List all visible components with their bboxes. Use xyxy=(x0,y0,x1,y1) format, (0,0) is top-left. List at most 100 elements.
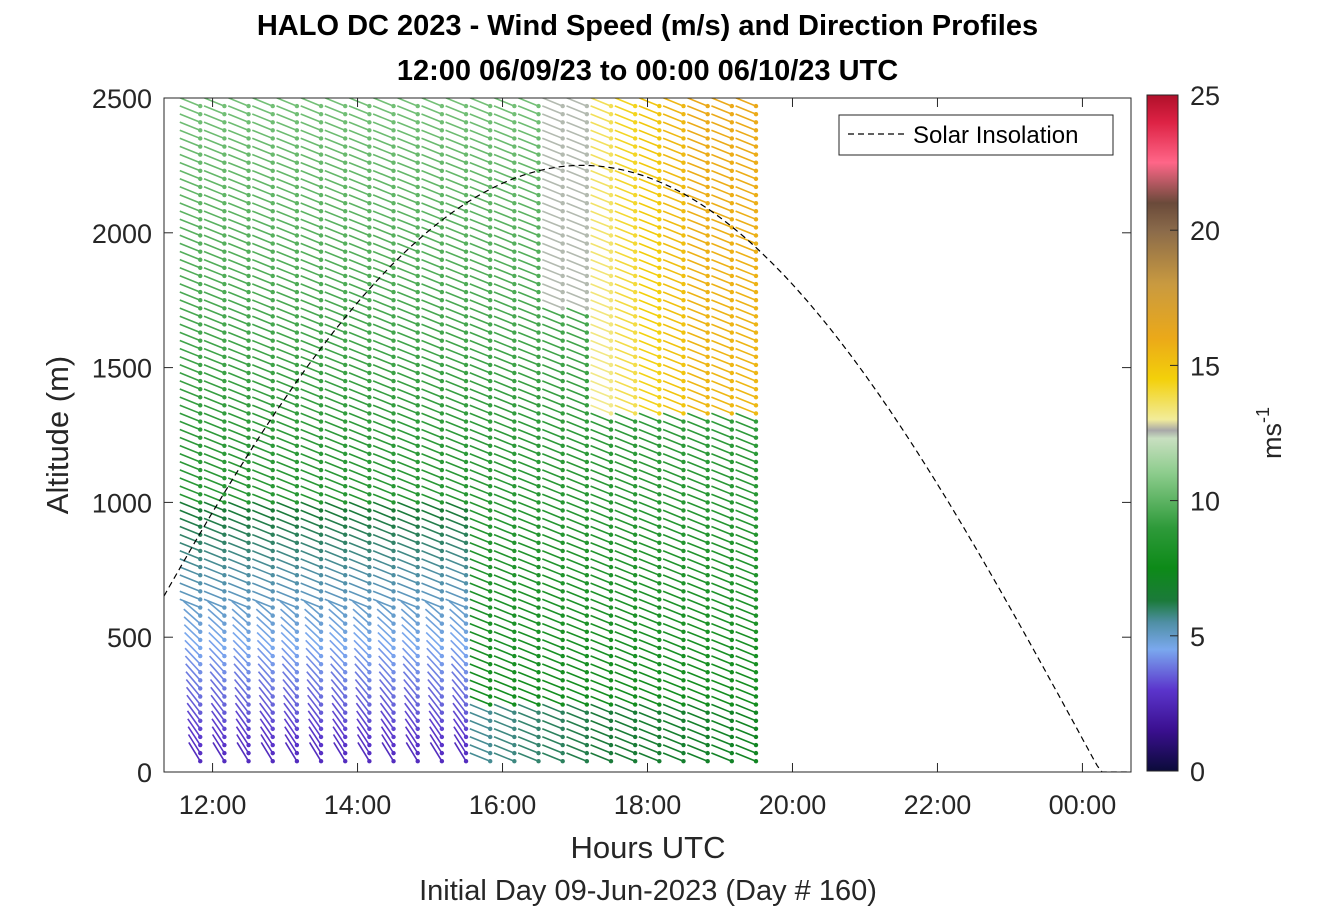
wind-barb-point xyxy=(705,241,710,246)
wind-barb-point xyxy=(632,516,638,521)
wind-barb xyxy=(469,153,491,164)
wind-barb-point xyxy=(729,702,735,707)
wind-barb xyxy=(469,663,491,673)
wind-barb-point xyxy=(246,661,251,667)
wind-barb-point xyxy=(391,629,396,635)
wind-barb xyxy=(493,671,515,682)
wind-barb-point xyxy=(705,645,710,651)
wind-barb xyxy=(348,161,370,172)
wind-barb-point xyxy=(632,451,638,457)
wind-barb-point xyxy=(487,459,493,465)
wind-barb-point xyxy=(294,298,300,303)
wind-barb-point xyxy=(439,136,445,141)
wind-barb-point xyxy=(391,750,396,756)
wind-barb-point xyxy=(608,492,614,497)
wind-barb xyxy=(227,177,249,188)
wind-barb xyxy=(276,452,298,463)
wind-barb-point xyxy=(512,136,517,141)
wind-barb-point xyxy=(584,395,590,400)
wind-barb xyxy=(711,98,733,107)
wind-barb xyxy=(372,436,394,447)
wind-barb-point xyxy=(198,694,203,699)
wind-barb-point xyxy=(584,621,590,626)
wind-barb-point xyxy=(657,217,662,222)
wind-barb-point xyxy=(463,192,469,198)
wind-barb xyxy=(566,638,588,649)
wind-barb xyxy=(324,485,346,496)
wind-barb-point xyxy=(318,257,324,262)
wind-barb xyxy=(372,444,394,455)
wind-barb xyxy=(179,331,201,342)
wind-barb-point xyxy=(657,621,662,626)
wind-barb xyxy=(614,339,636,350)
wind-barb-point xyxy=(463,710,469,715)
wind-barb-point xyxy=(584,427,590,432)
wind-barb-point xyxy=(415,403,420,408)
wind-barb-point xyxy=(198,702,203,707)
wind-barb-point xyxy=(415,759,420,764)
wind-barb-point xyxy=(584,524,590,529)
wind-barb-point xyxy=(560,532,565,537)
wind-barb-point xyxy=(439,306,445,311)
wind-barb xyxy=(445,177,467,188)
wind-barb-point xyxy=(753,289,759,295)
wind-barb-point xyxy=(246,645,251,651)
wind-barb xyxy=(203,372,225,382)
wind-barb-point xyxy=(270,532,275,537)
wind-barb-point xyxy=(729,597,735,602)
wind-barb xyxy=(421,323,443,334)
wind-barb xyxy=(493,364,515,374)
wind-barb-point xyxy=(415,209,420,214)
wind-barb xyxy=(227,517,249,528)
wind-barb xyxy=(686,736,708,746)
wind-barb xyxy=(614,226,636,237)
wind-barb-point xyxy=(294,346,300,351)
wind-barb xyxy=(424,600,443,617)
wind-barb-point xyxy=(391,742,396,748)
wind-barb xyxy=(566,218,588,229)
wind-barb xyxy=(638,582,660,593)
wind-barb xyxy=(252,550,274,560)
wind-barb xyxy=(517,307,539,318)
wind-barb-point xyxy=(463,637,469,643)
wind-barb-point xyxy=(536,475,541,481)
wind-barb xyxy=(493,485,515,496)
wind-barb xyxy=(469,493,491,504)
wind-barb xyxy=(203,558,225,568)
wind-barb-point xyxy=(608,645,614,651)
wind-barb-point xyxy=(415,475,420,481)
wind-barb xyxy=(590,250,612,261)
wind-barb xyxy=(517,315,539,326)
wind-barb-point xyxy=(318,637,324,643)
wind-barb xyxy=(517,323,539,334)
wind-barb-point xyxy=(391,289,396,295)
wind-barb xyxy=(638,461,660,471)
wind-barb xyxy=(252,477,274,487)
wind-barb xyxy=(469,372,491,382)
wind-barb xyxy=(203,194,225,204)
wind-barb-point xyxy=(391,184,396,190)
wind-barb-point xyxy=(391,710,396,715)
wind-barb xyxy=(662,105,684,115)
wind-barb-point xyxy=(512,556,517,562)
wind-barb-point xyxy=(632,241,638,246)
wind-barb-point xyxy=(608,370,614,376)
wind-barb-point xyxy=(536,144,541,149)
wind-barb xyxy=(445,461,467,471)
wind-barb xyxy=(279,600,298,617)
wind-barb xyxy=(397,388,419,398)
wind-barb xyxy=(397,566,419,576)
wind-barb xyxy=(590,428,612,439)
wind-barb xyxy=(542,558,563,568)
wind-barb xyxy=(662,606,684,617)
wind-barb xyxy=(402,647,419,665)
wind-barb xyxy=(396,299,419,310)
wind-barb xyxy=(421,574,443,585)
wind-barb-point xyxy=(198,589,203,594)
wind-barb-point xyxy=(536,597,541,602)
wind-barb-point xyxy=(222,395,227,400)
wind-barb-point xyxy=(536,435,541,440)
wind-barb xyxy=(493,477,515,487)
wind-barb xyxy=(421,517,443,528)
wind-barb-point xyxy=(318,427,324,432)
